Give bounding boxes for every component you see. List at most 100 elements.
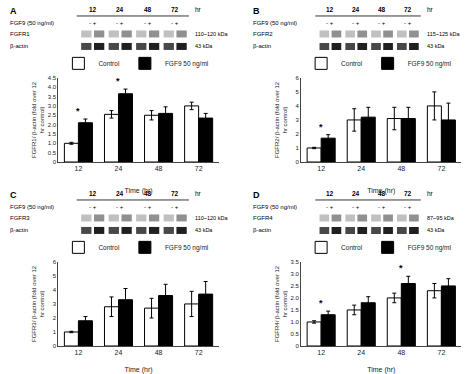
svg-text:hr: hr (427, 190, 434, 197)
svg-text:3.5: 3.5 (48, 94, 57, 100)
svg-text:- +: - + (89, 20, 97, 26)
svg-text:FGFR4/ β-actin (fold over 12hr: FGFR4/ β-actin (fold over 12hr control) (274, 265, 288, 342)
svg-text:FGF9 (50 ng/ml): FGF9 (50 ng/ml) (10, 20, 54, 26)
svg-text:Time (hr): Time (hr) (367, 187, 395, 195)
svg-text:- +: - + (116, 20, 124, 26)
svg-text:43 kDa: 43 kDa (195, 227, 213, 233)
svg-text:- +: - + (144, 20, 152, 26)
svg-text:C: C (10, 190, 17, 200)
svg-text:- +: - + (171, 20, 179, 26)
svg-text:Time (hr): Time (hr) (124, 366, 152, 374)
svg-text:24: 24 (352, 6, 360, 13)
svg-text:0: 0 (296, 159, 300, 165)
svg-text:12: 12 (326, 6, 334, 13)
svg-text:24: 24 (116, 190, 124, 197)
svg-text:4: 4 (296, 103, 300, 109)
svg-text:2.0: 2.0 (291, 295, 300, 301)
svg-text:Time (hr): Time (hr) (124, 187, 152, 195)
svg-text:115~125 kDa: 115~125 kDa (427, 31, 460, 37)
svg-text:FGFR2: FGFR2 (253, 31, 273, 37)
svg-text:- +: - + (404, 204, 412, 210)
svg-text:hr: hr (195, 190, 202, 197)
svg-text:*: * (116, 76, 120, 86)
svg-text:1: 1 (296, 145, 300, 151)
svg-text:2.5: 2.5 (291, 283, 300, 289)
svg-text:FGF9 50 ng/ml: FGF9 50 ng/ml (165, 244, 209, 252)
svg-text:- +: - + (171, 204, 179, 210)
svg-text:43 kDa: 43 kDa (427, 227, 445, 233)
svg-text:72: 72 (404, 6, 412, 13)
svg-text:24: 24 (357, 165, 365, 172)
svg-text:β-actin: β-actin (10, 227, 28, 233)
svg-text:48: 48 (144, 190, 152, 197)
svg-text:*: * (399, 263, 403, 273)
svg-text:48: 48 (155, 349, 163, 356)
svg-text:72: 72 (404, 190, 412, 197)
svg-text:24: 24 (115, 349, 123, 356)
svg-text:1.0: 1.0 (48, 140, 57, 146)
svg-text:FGFR3/ β-actin (fold over 12hr: FGFR3/ β-actin (fold over 12hr control) (31, 265, 45, 342)
svg-text:2: 2 (53, 315, 57, 321)
svg-text:FGFR4: FGFR4 (253, 215, 273, 221)
svg-text:24: 24 (357, 349, 365, 356)
svg-text:FGFR1: FGFR1 (10, 31, 30, 37)
svg-text:- +: - + (326, 20, 334, 26)
svg-text:FGFR2/ β-actin (fold over 12hr: FGFR2/ β-actin (fold over 12hr control) (274, 81, 288, 158)
svg-text:3.0: 3.0 (48, 103, 57, 109)
svg-text:0: 0 (296, 343, 300, 349)
svg-text:2.5: 2.5 (48, 112, 57, 118)
svg-text:43 kDa: 43 kDa (195, 43, 213, 49)
svg-text:24: 24 (352, 190, 360, 197)
svg-text:0.5: 0.5 (291, 331, 300, 337)
svg-text:3: 3 (53, 301, 57, 307)
svg-text:1.5: 1.5 (48, 131, 57, 137)
svg-text:72: 72 (437, 165, 445, 172)
svg-text:12: 12 (89, 6, 97, 13)
svg-text:87~95 kDa: 87~95 kDa (427, 215, 455, 221)
svg-text:hr: hr (427, 6, 434, 13)
svg-text:B: B (253, 6, 260, 16)
svg-text:48: 48 (378, 6, 386, 13)
svg-text:Control: Control (341, 60, 363, 67)
svg-text:72: 72 (171, 6, 179, 13)
svg-text:2: 2 (296, 131, 300, 137)
svg-text:48: 48 (144, 6, 152, 13)
svg-text:3.0: 3.0 (291, 271, 300, 277)
svg-text:0: 0 (53, 159, 57, 165)
svg-text:12: 12 (317, 165, 325, 172)
svg-text:24: 24 (115, 165, 123, 172)
svg-text:6: 6 (53, 259, 57, 265)
svg-text:- +: - + (89, 204, 97, 210)
svg-text:12: 12 (89, 190, 97, 197)
svg-text:- +: - + (352, 20, 360, 26)
svg-text:- +: - + (404, 20, 412, 26)
svg-text:24: 24 (116, 6, 124, 13)
svg-text:1.5: 1.5 (291, 307, 300, 313)
svg-text:D: D (253, 190, 260, 200)
svg-text:β-actin: β-actin (253, 43, 271, 49)
svg-text:0: 0 (53, 343, 57, 349)
svg-text:110~120 kDa: 110~120 kDa (195, 31, 228, 37)
svg-text:hr: hr (195, 6, 202, 13)
svg-text:1.0: 1.0 (291, 319, 300, 325)
svg-text:- +: - + (378, 20, 386, 26)
svg-text:12: 12 (326, 190, 334, 197)
svg-text:- +: - + (144, 204, 152, 210)
svg-text:72: 72 (195, 165, 203, 172)
svg-text:4.5: 4.5 (48, 75, 57, 81)
svg-text:β-actin: β-actin (253, 227, 271, 233)
svg-text:FGF9 50 ng/ml: FGF9 50 ng/ml (408, 60, 452, 68)
svg-text:FGFR1/ β-actin (fold over 12hr: FGFR1/ β-actin (fold over 12hr control) (31, 81, 45, 158)
svg-text:FGFR3: FGFR3 (10, 215, 30, 221)
svg-text:5: 5 (53, 273, 57, 279)
svg-text:5: 5 (296, 89, 300, 95)
svg-text:4: 4 (53, 287, 57, 293)
svg-text:Control: Control (341, 244, 363, 251)
svg-text:12: 12 (75, 165, 83, 172)
svg-text:*: * (319, 298, 323, 308)
svg-text:- +: - + (116, 204, 124, 210)
svg-text:48: 48 (397, 349, 405, 356)
svg-text:- +: - + (352, 204, 360, 210)
svg-text:72: 72 (171, 190, 179, 197)
svg-text:48: 48 (378, 190, 386, 197)
